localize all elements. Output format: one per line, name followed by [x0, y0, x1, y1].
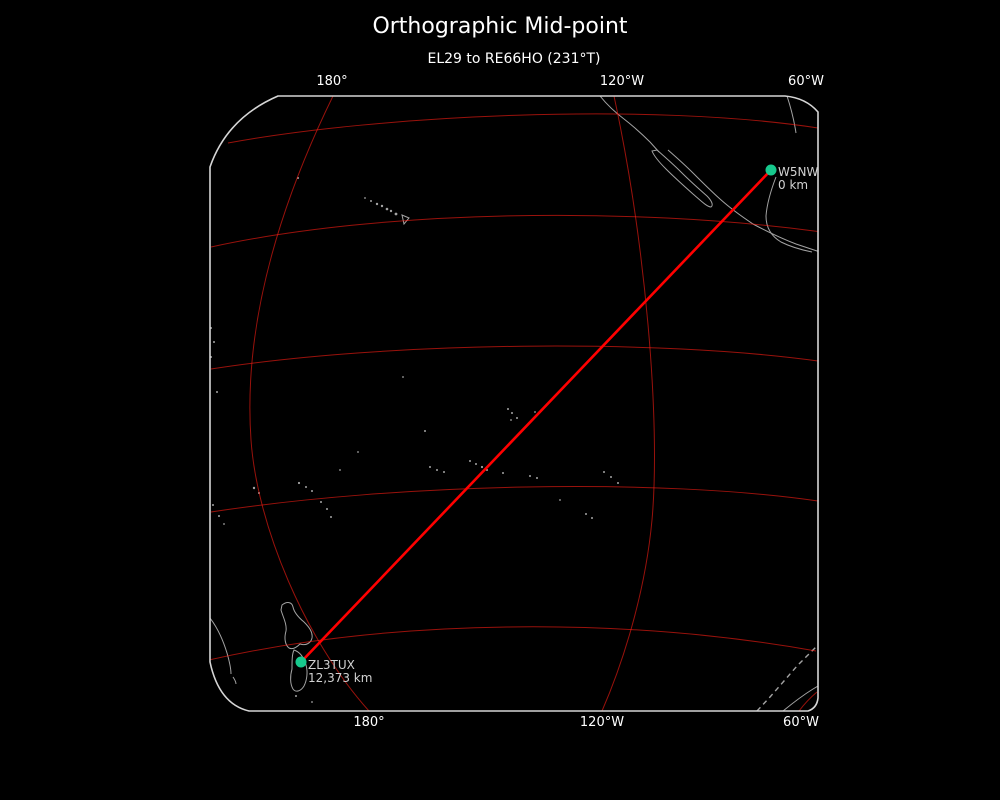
- marker-distance: 0 km: [778, 178, 809, 192]
- coast-australia-edge: [210, 617, 237, 685]
- island-dot: [443, 471, 445, 473]
- island-dot: [311, 701, 313, 703]
- coast-big-island-hawaii: [401, 214, 410, 226]
- island-dot: [516, 417, 518, 419]
- island-dot: [559, 499, 561, 501]
- parallel-equator: [210, 345, 818, 370]
- graticule: [210, 96, 818, 711]
- island-dot: [297, 481, 301, 485]
- map-boundary: [209, 95, 819, 712]
- marker-distance: 12,373 km: [308, 671, 373, 685]
- island-dot: [380, 204, 384, 208]
- page-title: Orthographic Mid-point: [372, 14, 628, 39]
- island-dot: [389, 209, 393, 213]
- island-dot: [385, 207, 389, 211]
- island-dot: [475, 463, 477, 465]
- tick-bottom-120w: 120°W: [579, 715, 625, 730]
- coastlines: [210, 96, 818, 711]
- coast-mexico-pacific: [667, 149, 818, 253]
- tick-bottom-180: 180°: [353, 715, 385, 730]
- island-dot: [534, 411, 536, 413]
- island-dot: [394, 212, 398, 216]
- island-dot: [536, 477, 538, 479]
- island-dot: [502, 472, 504, 474]
- great-circle-path: [299, 168, 773, 664]
- marker-callsign: ZL3TUX: [308, 658, 355, 672]
- meridian-180: [249, 96, 370, 711]
- island-dot: [610, 476, 612, 478]
- island-dot: [223, 523, 225, 525]
- island-dot: [370, 200, 372, 202]
- coast-texas-corner: [786, 96, 797, 134]
- island-dot: [529, 475, 531, 477]
- tick-bottom-60w: 60°W: [783, 715, 819, 730]
- tick-top-120w: 120°W: [599, 74, 645, 89]
- island-dot: [339, 469, 341, 471]
- island-dot: [469, 460, 471, 462]
- marker-dot-zl3tux: [295, 656, 307, 668]
- coast-chile-fjords: [756, 645, 818, 711]
- island-dot: [252, 486, 256, 490]
- island-dot: [617, 482, 619, 484]
- island-dot: [212, 504, 214, 506]
- island-dot: [311, 490, 313, 492]
- island-dot: [320, 501, 322, 503]
- island-dot: [480, 465, 484, 469]
- island-dot: [424, 430, 426, 432]
- parallel-20n: [210, 214, 818, 248]
- island-dot: [436, 469, 438, 471]
- island-dot: [295, 695, 297, 697]
- island-dot: [213, 341, 215, 343]
- island-dot: [357, 451, 359, 453]
- coast-new-zealand-north-island: [280, 602, 313, 650]
- coast-south-america: [782, 685, 818, 711]
- marker-callsign: W5NW: [778, 165, 819, 179]
- coast-california: [599, 96, 660, 153]
- island-dot: [507, 408, 509, 410]
- island-dot: [375, 202, 379, 206]
- tick-top-180: 180°: [316, 74, 348, 89]
- coast-mexico-gulf: [765, 176, 813, 253]
- meridian-120w: [601, 96, 655, 711]
- marker-dot-w5nw: [765, 164, 777, 176]
- island-dot: [429, 466, 431, 468]
- island-dot: [326, 508, 328, 510]
- parallel-40n: [227, 113, 818, 144]
- parallel-40s: [210, 626, 817, 661]
- island-dot: [510, 419, 512, 421]
- meridian-60w-bottom: [798, 691, 818, 711]
- subtitle: EL29 to RE66HO (231°T): [427, 51, 601, 67]
- marker-label-zl3tux: ZL3TUX 12,373 km: [308, 659, 372, 685]
- island-dot: [591, 517, 593, 519]
- tick-top-60w: 60°W: [788, 74, 824, 89]
- island-dot: [603, 471, 605, 473]
- island-dot: [216, 391, 218, 393]
- coast-baja-california: [651, 149, 713, 208]
- island-dot: [585, 513, 587, 515]
- island-dot: [364, 197, 366, 199]
- island-dot: [402, 376, 404, 378]
- island-dot: [305, 486, 307, 488]
- parallel-20s: [210, 486, 818, 513]
- island-dot: [330, 516, 332, 518]
- island-dot: [218, 515, 220, 517]
- marker-label-w5nw: W5NW 0 km: [778, 166, 818, 192]
- island-dot: [511, 412, 513, 414]
- coast-new-zealand-south-island: [290, 649, 308, 692]
